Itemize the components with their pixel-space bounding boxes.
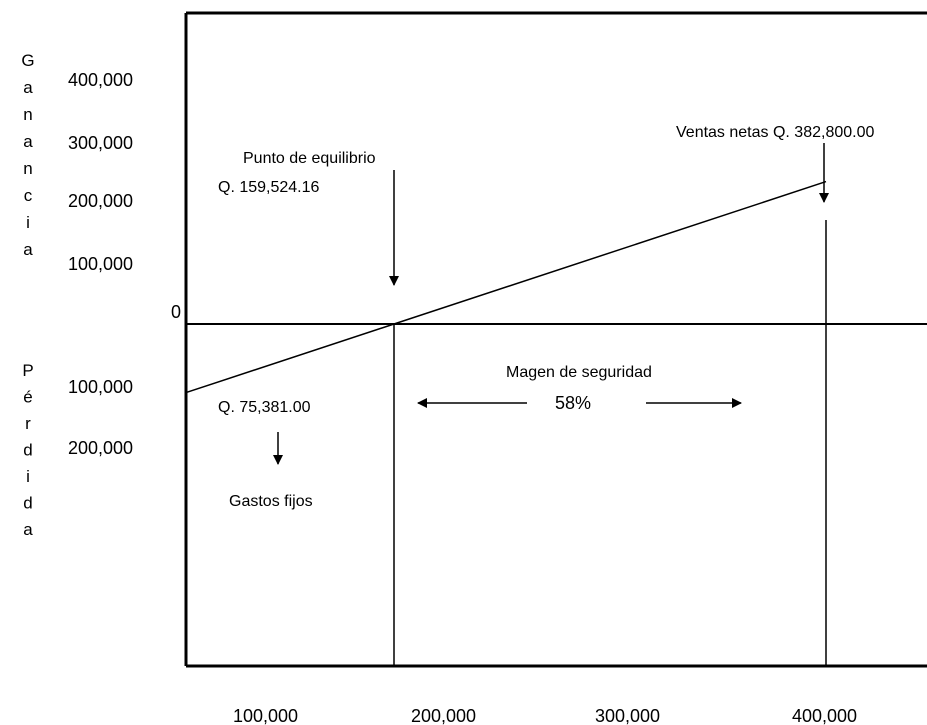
y-label-ganancia-letter: n: [23, 105, 32, 124]
y-label-perdida-letter: r: [25, 414, 31, 433]
y-label-perdida-letter: d: [23, 441, 32, 460]
y-tick-loss-200000: 200,000: [68, 438, 133, 458]
x-tick-300000: 300,000: [595, 706, 660, 725]
fixed-costs-label: Gastos fijos: [229, 493, 313, 510]
y-label-perdida-letter: i: [26, 467, 30, 486]
y-tick-400000: 400,000: [68, 70, 133, 90]
x-tick-100000: 100,000: [233, 706, 298, 725]
y-label-perdida-letter: a: [23, 520, 33, 539]
x-tick-200000: 200,000: [411, 706, 476, 725]
safety-margin-percent: 58%: [555, 393, 591, 413]
y-label-ganancia-letter: G: [21, 51, 34, 70]
y-label-ganancia-letter: a: [23, 240, 33, 259]
y-tick-loss-100000: 100,000: [68, 377, 133, 397]
y-label-perdida-letter: é: [23, 388, 32, 407]
y-label-ganancia-letter: c: [24, 186, 33, 205]
y-label-ganancia-letter: n: [23, 159, 32, 178]
y-tick-200000: 200,000: [68, 191, 133, 211]
y-label-perdida-letter: P: [22, 361, 33, 380]
safety-margin-label: Magen de seguridad: [506, 364, 652, 381]
y-label-ganancia-letter: i: [26, 213, 30, 232]
x-tick-400000: 400,000: [792, 706, 857, 725]
breakeven-value: Q. 159,524.16: [218, 179, 320, 196]
net-sales-label: Ventas netas Q. 382,800.00: [676, 124, 874, 141]
breakeven-title: Punto de equilibrio: [243, 150, 376, 167]
y-tick-zero: 0: [171, 302, 181, 322]
profit-line: [185, 180, 827, 394]
y-label-ganancia-letter: a: [23, 78, 33, 97]
y-label-ganancia-letter: a: [23, 132, 33, 151]
y-label-perdida-letter: d: [23, 494, 32, 513]
y-tick-300000: 300,000: [68, 133, 133, 153]
y-tick-100000: 100,000: [68, 254, 133, 274]
fixed-costs-value: Q. 75,381.00: [218, 399, 311, 416]
